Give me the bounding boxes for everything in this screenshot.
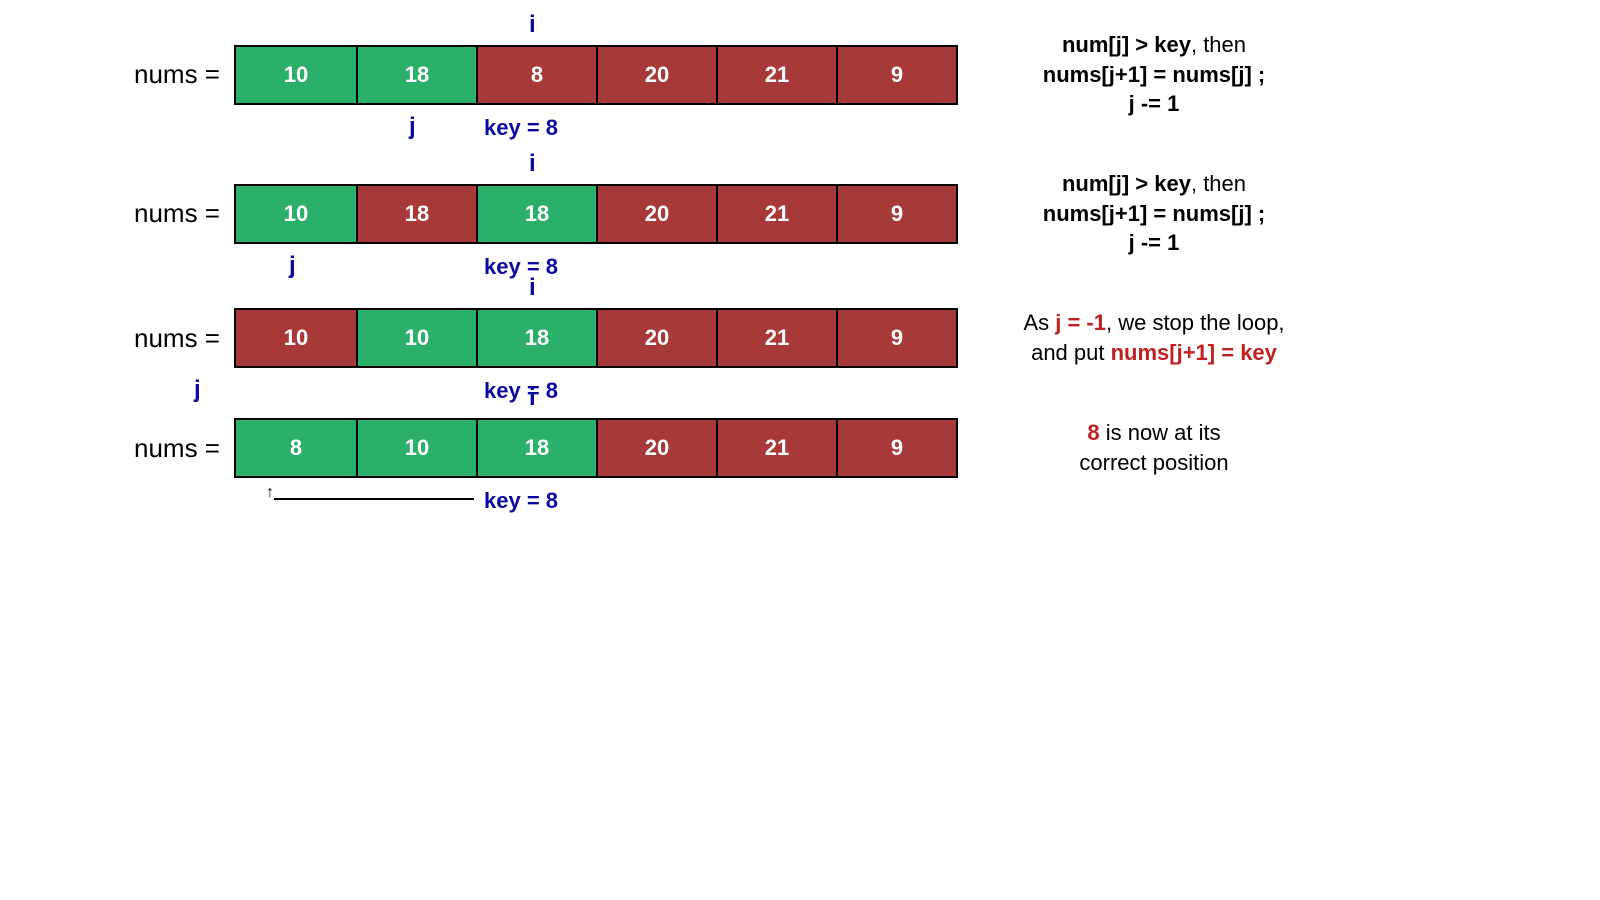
arrow-head: ↑ [266,484,274,502]
cell-0: 10 [236,310,356,366]
cell-4: 21 [716,186,836,242]
cell-5: 9 [836,47,956,103]
step-description: num[j] > key, thennums[j+1] = nums[j] ;j… [984,30,1324,119]
cell-2: 18 [476,420,596,476]
array: 10181820219 [234,184,958,244]
cell-1: 18 [356,186,476,242]
cell-1: 18 [356,47,476,103]
pointer-j: j [409,113,416,141]
cell-3: 20 [596,186,716,242]
pointer-i: i [529,274,536,302]
cell-2: 18 [476,310,596,366]
key-label: key = 8 [484,254,558,280]
pointer-j: j [194,376,201,404]
key-label: key = 8 [484,115,558,141]
pointer-i: i [529,384,536,412]
step-1: nums =10181820219ijkey = 8 num[j] > key, … [80,169,1520,258]
pointer-i: i [529,11,536,39]
cell-3: 20 [596,420,716,476]
pointer-i: i [529,150,536,178]
step-0: nums =1018820219ijkey = 8 num[j] > key, t… [80,30,1520,119]
arrow-line [274,498,474,500]
cell-2: 8 [476,47,596,103]
cell-0: 8 [236,420,356,476]
cell-1: 10 [356,420,476,476]
cell-0: 10 [236,186,356,242]
cell-5: 9 [836,310,956,366]
step-description: 8 is now at itscorrect position [984,418,1324,477]
nums-label: nums = [80,433,234,464]
pointer-j: j [289,252,296,280]
cell-2: 18 [476,186,596,242]
step-2: nums =10101820219ijkey = 8 As j = -1, we … [80,308,1520,368]
cell-0: 10 [236,47,356,103]
nums-label: nums = [80,198,234,229]
cell-1: 10 [356,310,476,366]
nums-label: nums = [80,323,234,354]
array-wrap: 8101820219ikey = 8↑ [234,418,958,478]
nums-label: nums = [80,59,234,90]
step-description: As j = -1, we stop the loop,and put nums… [984,308,1324,367]
step-3: nums =8101820219ikey = 8↑8 is now at its… [80,418,1520,478]
cell-4: 21 [716,420,836,476]
array: 8101820219 [234,418,958,478]
key-label: key = 8 [484,378,558,404]
cell-4: 21 [716,310,836,366]
step-description: num[j] > key, thennums[j+1] = nums[j] ;j… [984,169,1324,258]
cell-3: 20 [596,47,716,103]
cell-3: 20 [596,310,716,366]
array-wrap: 10101820219ijkey = 8 [234,308,958,368]
array-wrap: 1018820219ijkey = 8 [234,45,958,105]
array: 10101820219 [234,308,958,368]
cell-5: 9 [836,420,956,476]
key-label: key = 8 [484,488,558,514]
cell-4: 21 [716,47,836,103]
array-wrap: 10181820219ijkey = 8 [234,184,958,244]
cell-5: 9 [836,186,956,242]
array: 1018820219 [234,45,958,105]
